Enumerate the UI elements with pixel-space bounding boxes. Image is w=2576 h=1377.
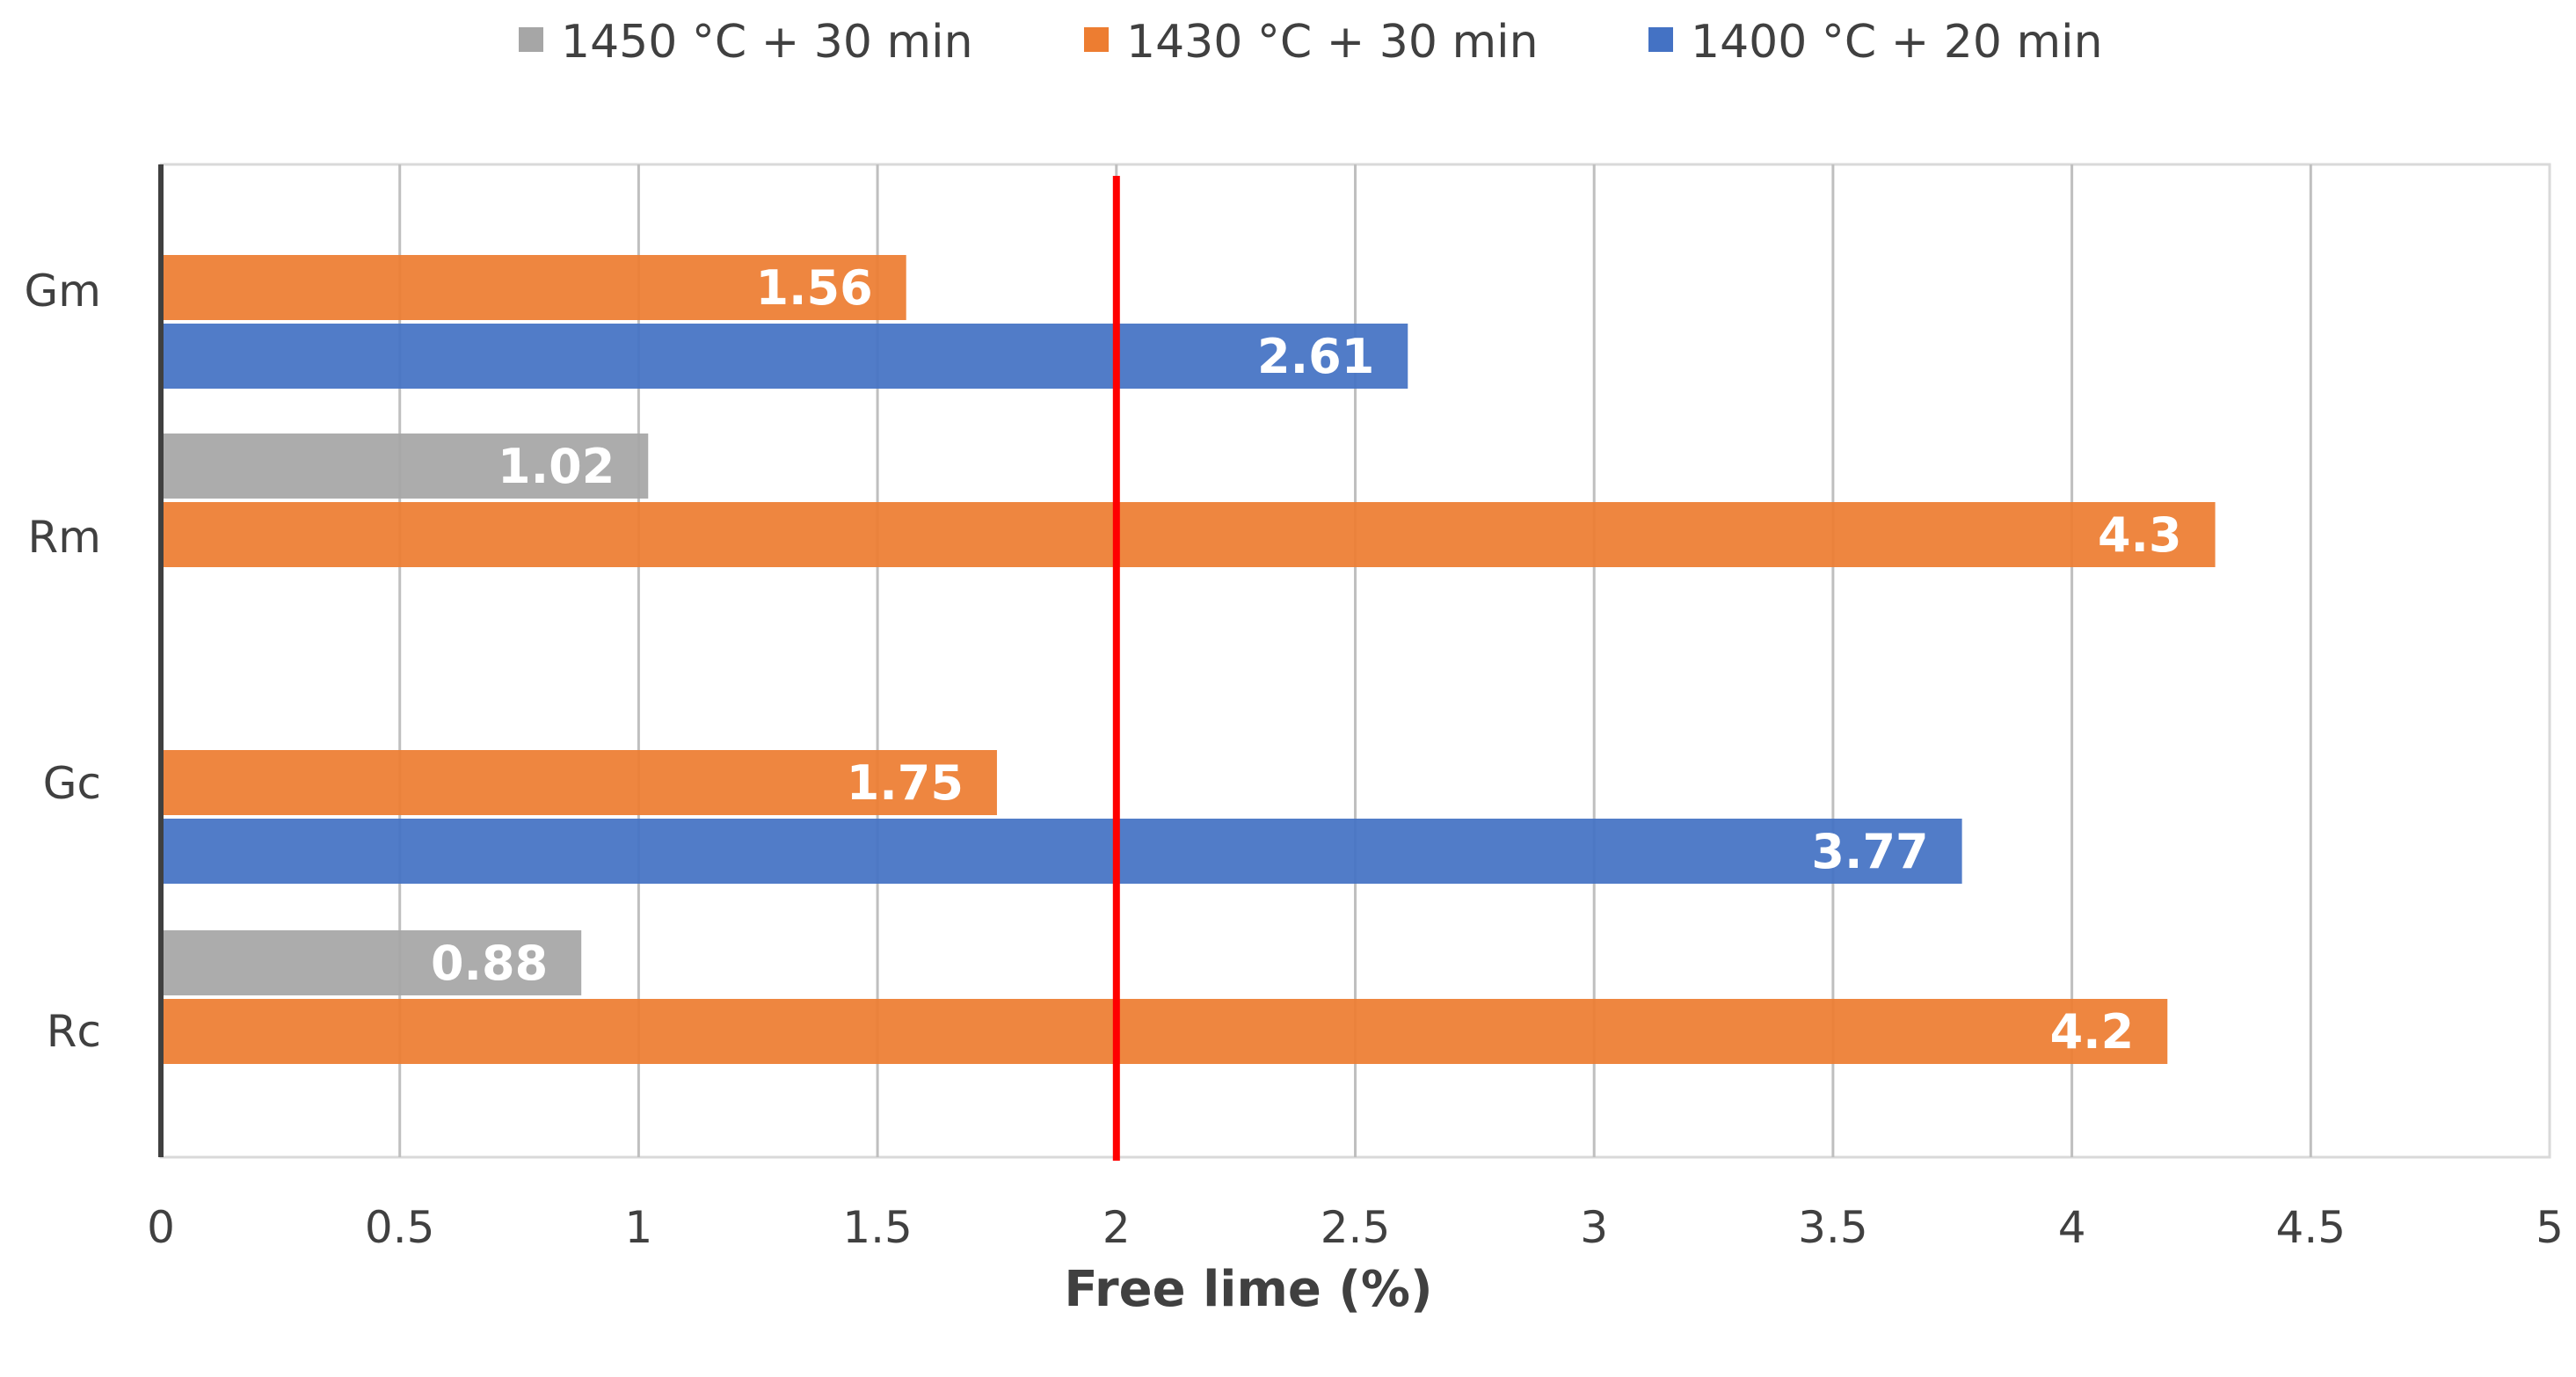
legend-label: 1450 °C + 30 min (561, 16, 973, 69)
x-axis-tick-labels: 0 0.5 1 1.5 2 2.5 3 3.5 4 4.5 5 (147, 1202, 2564, 1253)
data-label-rc-series-1: 0.88 (431, 936, 548, 991)
category-label-rc: Rc (47, 1006, 101, 1057)
data-label-gc-series-2: 1.75 (847, 755, 964, 811)
legend-label: 1400 °C + 20 min (1691, 16, 2103, 69)
x-tick-label: 2 (1102, 1202, 1131, 1253)
category-label-rm: Rm (28, 512, 101, 563)
category-label-gm: Gm (25, 266, 101, 317)
legend-label: 1430 °C + 30 min (1126, 16, 1539, 69)
bar-rc-series-1 (161, 930, 582, 995)
x-tick-label: 0.5 (365, 1202, 435, 1253)
bar-rc-series-2 (161, 999, 2168, 1064)
category-label-gc: Gc (43, 758, 101, 809)
x-axis-title: Free lime (%) (1064, 1261, 1432, 1318)
legend-swatch (519, 27, 543, 52)
legend-swatch (1084, 27, 1109, 52)
category-labels: Gm Rm Gc Rc (25, 266, 101, 1057)
x-tick-label: 0 (147, 1202, 175, 1253)
data-label-rc-series-2: 4.2 (2050, 1004, 2135, 1060)
bar-gm-series-2 (161, 255, 906, 320)
data-label-gc-series-3: 3.77 (1811, 824, 1928, 879)
legend-item-series-1: 1450 °C + 30 min (519, 16, 973, 69)
data-label-gm-series-2: 1.56 (755, 260, 872, 316)
bar-gm-series-3 (161, 324, 1408, 389)
bar-rm-series-1 (161, 434, 649, 499)
data-label-gm-series-3: 2.61 (1257, 329, 1374, 384)
bar-gc-series-3 (161, 819, 1962, 884)
bar-rm-series-2 (161, 502, 2216, 567)
legend-swatch (1648, 27, 1673, 52)
data-label-rm-series-1: 1.02 (498, 439, 615, 494)
legend-item-series-2: 1430 °C + 30 min (1084, 16, 1539, 69)
legend-item-series-3: 1400 °C + 20 min (1648, 16, 2103, 69)
bars: 1.56 2.61 1.02 4.3 1.75 3.77 0.88 4.2 (161, 255, 2216, 1064)
x-tick-label: 3 (1580, 1202, 1608, 1253)
x-tick-label: 3.5 (1798, 1202, 1868, 1253)
bar-gc-series-2 (161, 750, 997, 815)
x-tick-label: 5 (2536, 1202, 2564, 1253)
x-tick-label: 4.5 (2276, 1202, 2347, 1253)
data-label-rm-series-2: 4.3 (2098, 507, 2182, 563)
legend: 1450 °C + 30 min 1430 °C + 30 min 1400 °C … (519, 16, 2103, 69)
x-tick-label: 2.5 (1321, 1202, 1391, 1253)
x-tick-label: 1 (624, 1202, 652, 1253)
x-tick-label: 4 (2058, 1202, 2086, 1253)
x-tick-label: 1.5 (842, 1202, 913, 1253)
